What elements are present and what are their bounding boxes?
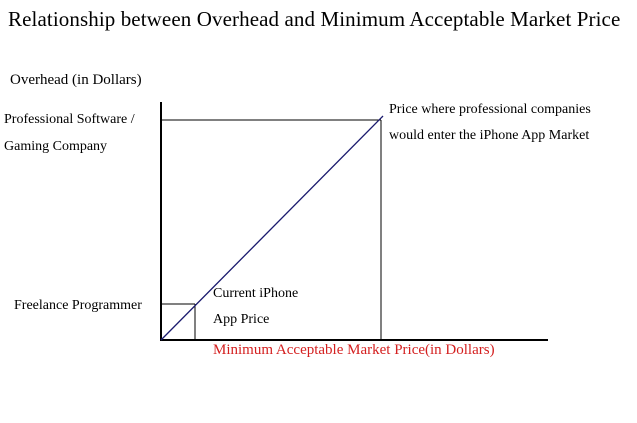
annotation-professional-price-line1: Price where professional companies bbox=[389, 102, 591, 117]
annotation-professional-price-line2: would enter the iPhone App Market bbox=[389, 128, 590, 143]
y-axis-label: Overhead (in Dollars) bbox=[10, 72, 142, 88]
annotation-current-price-line1: Current iPhone bbox=[213, 286, 299, 301]
y-level-professional-line1: Professional Software / bbox=[4, 112, 135, 127]
annotation-current-price: Current iPhone App Price bbox=[213, 281, 298, 333]
y-level-professional-line2: Gaming Company bbox=[4, 139, 108, 154]
diagram-title: Relationship between Overhead and Minimu… bbox=[8, 7, 621, 31]
annotation-current-price-line2: App Price bbox=[213, 312, 270, 327]
y-level-freelance: Freelance Programmer bbox=[14, 298, 142, 313]
annotation-professional-price: Price where professional companies would… bbox=[389, 97, 591, 149]
x-axis-label: Minimum Acceptable Market Price(in Dolla… bbox=[213, 342, 495, 358]
y-level-professional: Professional Software / Gaming Company bbox=[4, 106, 135, 160]
overhead-price-diagonal bbox=[160, 115, 384, 341]
